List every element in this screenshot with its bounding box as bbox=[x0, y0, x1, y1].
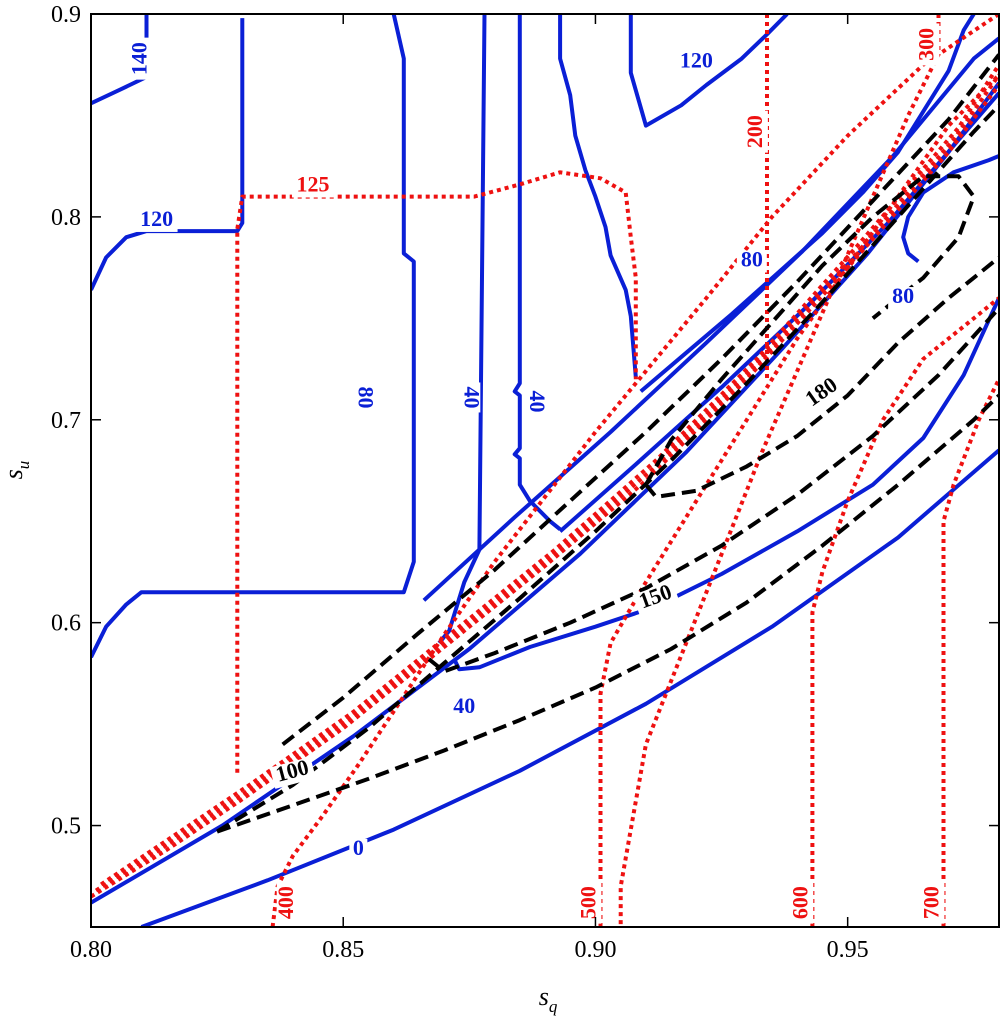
contour-label-blue-140: 140 bbox=[126, 42, 151, 75]
y-tick-label: 0.7 bbox=[51, 408, 81, 434]
contour-label-bg bbox=[276, 881, 299, 924]
x-axis: 0.80 0.85 0.90 0.95 bbox=[70, 14, 869, 963]
contour-line-blue-12 bbox=[452, 297, 999, 672]
contour-label-bg bbox=[523, 386, 546, 417]
x-axis-title: sq bbox=[539, 982, 558, 1016]
contour-label-red-125: 125 bbox=[296, 172, 329, 197]
contour-label-bg bbox=[736, 250, 767, 273]
contour-line-blue-0 bbox=[91, 18, 245, 291]
contour-line-blue-7 bbox=[639, 14, 976, 393]
contour-label-bg bbox=[130, 37, 153, 80]
contour-line-red-21 bbox=[598, 73, 999, 927]
contour-line-blue-8 bbox=[901, 154, 999, 264]
contour-label-blue-80: 80 bbox=[353, 386, 378, 408]
contour-line-black-29 bbox=[644, 174, 976, 486]
contour-line-black-24 bbox=[216, 103, 999, 834]
contour-label-bg bbox=[449, 696, 480, 719]
x-tick-label: 0.90 bbox=[574, 937, 616, 963]
y-tick-label: 0.6 bbox=[51, 611, 81, 637]
contour-line-red-22 bbox=[810, 296, 999, 927]
contour-label-red-500: 500 bbox=[575, 886, 600, 919]
contour-label-bg bbox=[917, 23, 940, 66]
contour-line-blue-2 bbox=[91, 14, 416, 659]
y-tick-label: 0.5 bbox=[51, 814, 81, 840]
contour-label-bg bbox=[922, 881, 945, 924]
contour-label-bg bbox=[888, 287, 919, 310]
contour-line-red-14 bbox=[235, 170, 638, 773]
contour-label-blue-120: 120 bbox=[680, 48, 713, 73]
contour-label-bg bbox=[269, 756, 316, 789]
contour-label-bg bbox=[745, 110, 768, 153]
contour-line-black-28 bbox=[644, 255, 999, 499]
contour-label-bg bbox=[349, 838, 368, 861]
contour-line-blue-13 bbox=[140, 448, 999, 927]
contour-label-red-300: 300 bbox=[913, 28, 938, 61]
contour-label-bg bbox=[291, 175, 334, 198]
contour-label-bg bbox=[458, 382, 481, 413]
contour-label-bg bbox=[675, 51, 718, 74]
contour-label-black-100: 100 bbox=[273, 754, 311, 787]
contour-line-black-26 bbox=[281, 53, 999, 746]
contour-curves bbox=[91, 14, 999, 927]
contour-line-red-18 bbox=[94, 73, 999, 893]
contour-line-red-23 bbox=[941, 378, 999, 927]
contour-label-blue-0: 0 bbox=[353, 835, 364, 860]
contour-label-bg bbox=[352, 382, 375, 413]
contour-line-red-17 bbox=[91, 83, 999, 899]
contour-line-blue-3 bbox=[512, 14, 562, 531]
y-tick-label: 0.8 bbox=[51, 205, 81, 231]
contour-label-bg bbox=[791, 881, 814, 924]
contour-label-red-400: 400 bbox=[273, 886, 298, 919]
contour-label-red-700: 700 bbox=[918, 886, 943, 919]
contour-label-bg bbox=[135, 209, 178, 232]
contour-label-blue-80: 80 bbox=[892, 283, 914, 308]
contour-label-bg bbox=[798, 372, 846, 415]
y-tick-label: 0.9 bbox=[51, 2, 81, 28]
y-axis-title: su bbox=[0, 461, 33, 480]
contour-label-blue-80: 80 bbox=[741, 247, 763, 272]
contour-line-blue-11 bbox=[422, 36, 999, 602]
contour-line-black-25 bbox=[216, 393, 999, 834]
contour-line-blue-4 bbox=[437, 14, 487, 645]
y-axis: 0.5 0.6 0.7 0.8 0.9 bbox=[51, 2, 999, 840]
x-tick-label: 0.85 bbox=[322, 937, 364, 963]
x-tick-label: 0.80 bbox=[70, 937, 112, 963]
contour-label-red-200: 200 bbox=[742, 115, 767, 148]
contour-label-bg bbox=[579, 881, 602, 924]
contour-line-black-27 bbox=[427, 306, 999, 674]
contour-line-blue-5 bbox=[558, 14, 638, 378]
contour-label-blue-40: 40 bbox=[459, 386, 484, 408]
contour-line-blue-6 bbox=[628, 14, 789, 128]
contour-line-red-16 bbox=[618, 14, 941, 927]
plot-frame bbox=[90, 13, 1000, 928]
contour-line-red-20 bbox=[270, 14, 999, 927]
contour-label-blue-120: 120 bbox=[140, 206, 173, 231]
x-tick-label: 0.95 bbox=[827, 937, 869, 963]
contour-label-red-600: 600 bbox=[787, 886, 812, 919]
contour-label-bg bbox=[632, 580, 680, 616]
contour-label-blue-40: 40 bbox=[453, 693, 475, 718]
contour-label-blue-40: 40 bbox=[525, 391, 550, 413]
